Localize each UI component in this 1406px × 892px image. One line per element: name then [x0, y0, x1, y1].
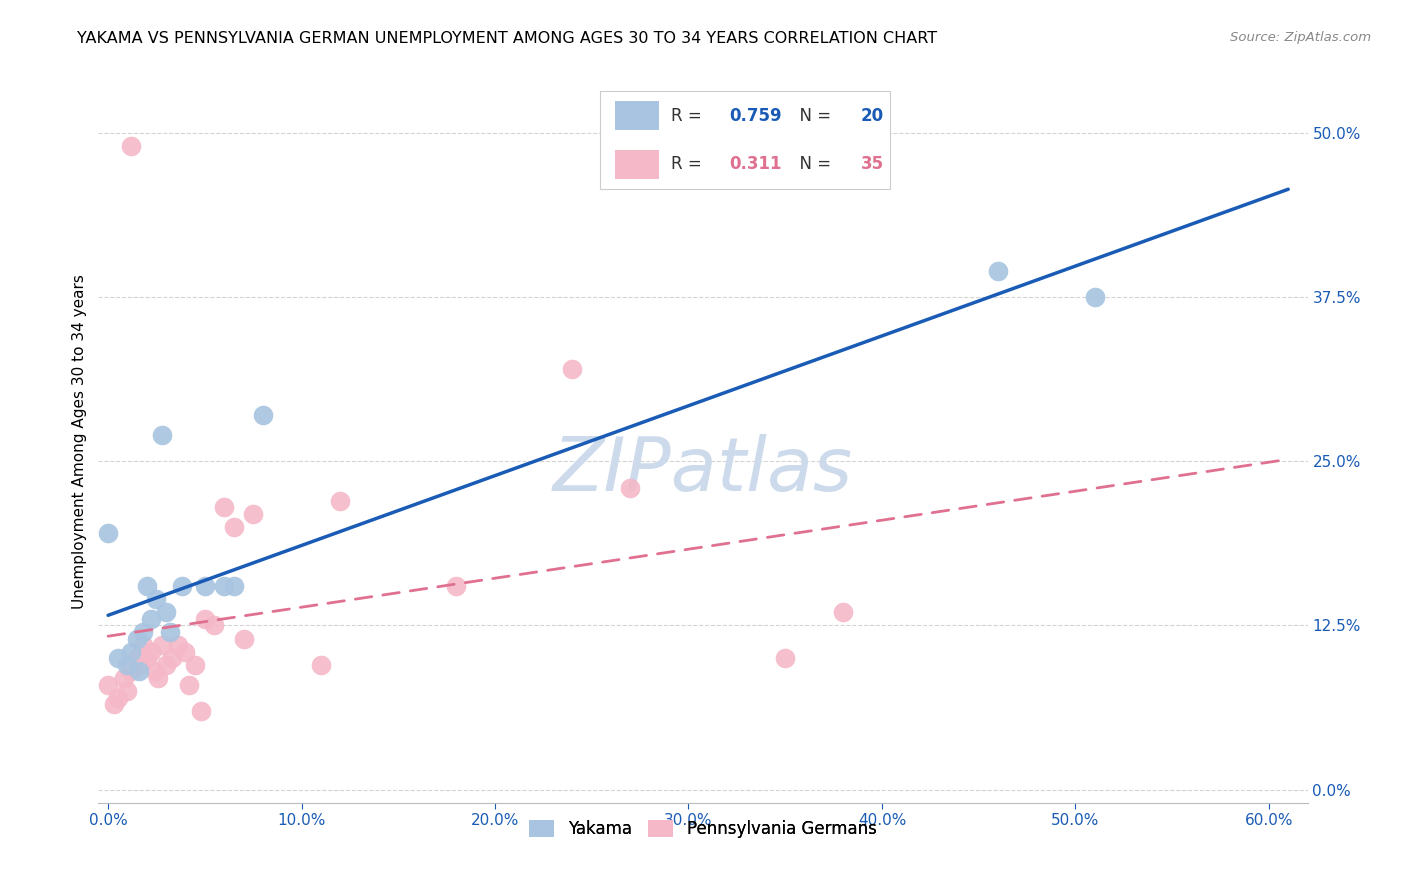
Point	[212, 579, 235, 593]
Point	[987, 264, 1010, 278]
Point	[773, 651, 796, 665]
Text: R =: R =	[671, 106, 707, 125]
Point	[135, 651, 157, 665]
Text: Source: ZipAtlas.com: Source: ZipAtlas.com	[1230, 31, 1371, 45]
Point	[150, 638, 173, 652]
Point	[446, 579, 468, 593]
Point	[561, 362, 583, 376]
Point	[242, 507, 264, 521]
Point	[170, 579, 193, 593]
Point	[179, 677, 201, 691]
FancyBboxPatch shape	[614, 150, 659, 178]
Point	[329, 493, 352, 508]
Point	[190, 704, 212, 718]
Text: ZIPatlas: ZIPatlas	[553, 434, 853, 507]
FancyBboxPatch shape	[614, 101, 659, 130]
Text: N =: N =	[789, 106, 837, 125]
Point	[117, 657, 139, 672]
Point	[129, 657, 152, 672]
Point	[97, 526, 120, 541]
Point	[112, 671, 135, 685]
Point	[619, 481, 641, 495]
Point	[127, 632, 149, 646]
Point	[184, 657, 207, 672]
Point	[97, 677, 120, 691]
Point	[143, 665, 166, 679]
Point	[212, 500, 235, 515]
Text: 0.311: 0.311	[728, 155, 782, 173]
Point	[232, 632, 254, 646]
FancyBboxPatch shape	[600, 91, 890, 189]
Point	[107, 651, 129, 665]
Text: 20: 20	[860, 106, 884, 125]
Point	[1084, 290, 1107, 304]
Point	[252, 409, 274, 423]
Point	[194, 612, 217, 626]
Point	[120, 645, 142, 659]
Point	[155, 605, 177, 619]
Point	[222, 520, 245, 534]
Point	[132, 625, 155, 640]
Point	[103, 698, 125, 712]
Text: N =: N =	[789, 155, 837, 173]
Point	[135, 579, 157, 593]
Point	[127, 651, 149, 665]
Point	[132, 638, 155, 652]
Legend: Yakama, Pennsylvania Germans: Yakama, Pennsylvania Germans	[523, 814, 883, 845]
Point	[174, 645, 197, 659]
Point	[139, 645, 162, 659]
Point	[222, 579, 245, 593]
Point	[160, 651, 183, 665]
Y-axis label: Unemployment Among Ages 30 to 34 years: Unemployment Among Ages 30 to 34 years	[72, 274, 87, 609]
Point	[117, 684, 139, 698]
Point	[309, 657, 332, 672]
Point	[107, 690, 129, 705]
Point	[148, 671, 170, 685]
Point	[159, 625, 181, 640]
Point	[150, 428, 173, 442]
Text: R =: R =	[671, 155, 707, 173]
Text: YAKAMA VS PENNSYLVANIA GERMAN UNEMPLOYMENT AMONG AGES 30 TO 34 YEARS CORRELATION: YAKAMA VS PENNSYLVANIA GERMAN UNEMPLOYME…	[77, 31, 938, 46]
Point	[204, 618, 226, 632]
Point	[155, 657, 177, 672]
Text: 35: 35	[860, 155, 884, 173]
Point	[139, 612, 162, 626]
Point	[120, 665, 142, 679]
Point	[145, 592, 167, 607]
Point	[194, 579, 217, 593]
Text: 0.759: 0.759	[728, 106, 782, 125]
Point	[166, 638, 188, 652]
Point	[120, 139, 142, 153]
Point	[832, 605, 855, 619]
Point	[128, 665, 150, 679]
